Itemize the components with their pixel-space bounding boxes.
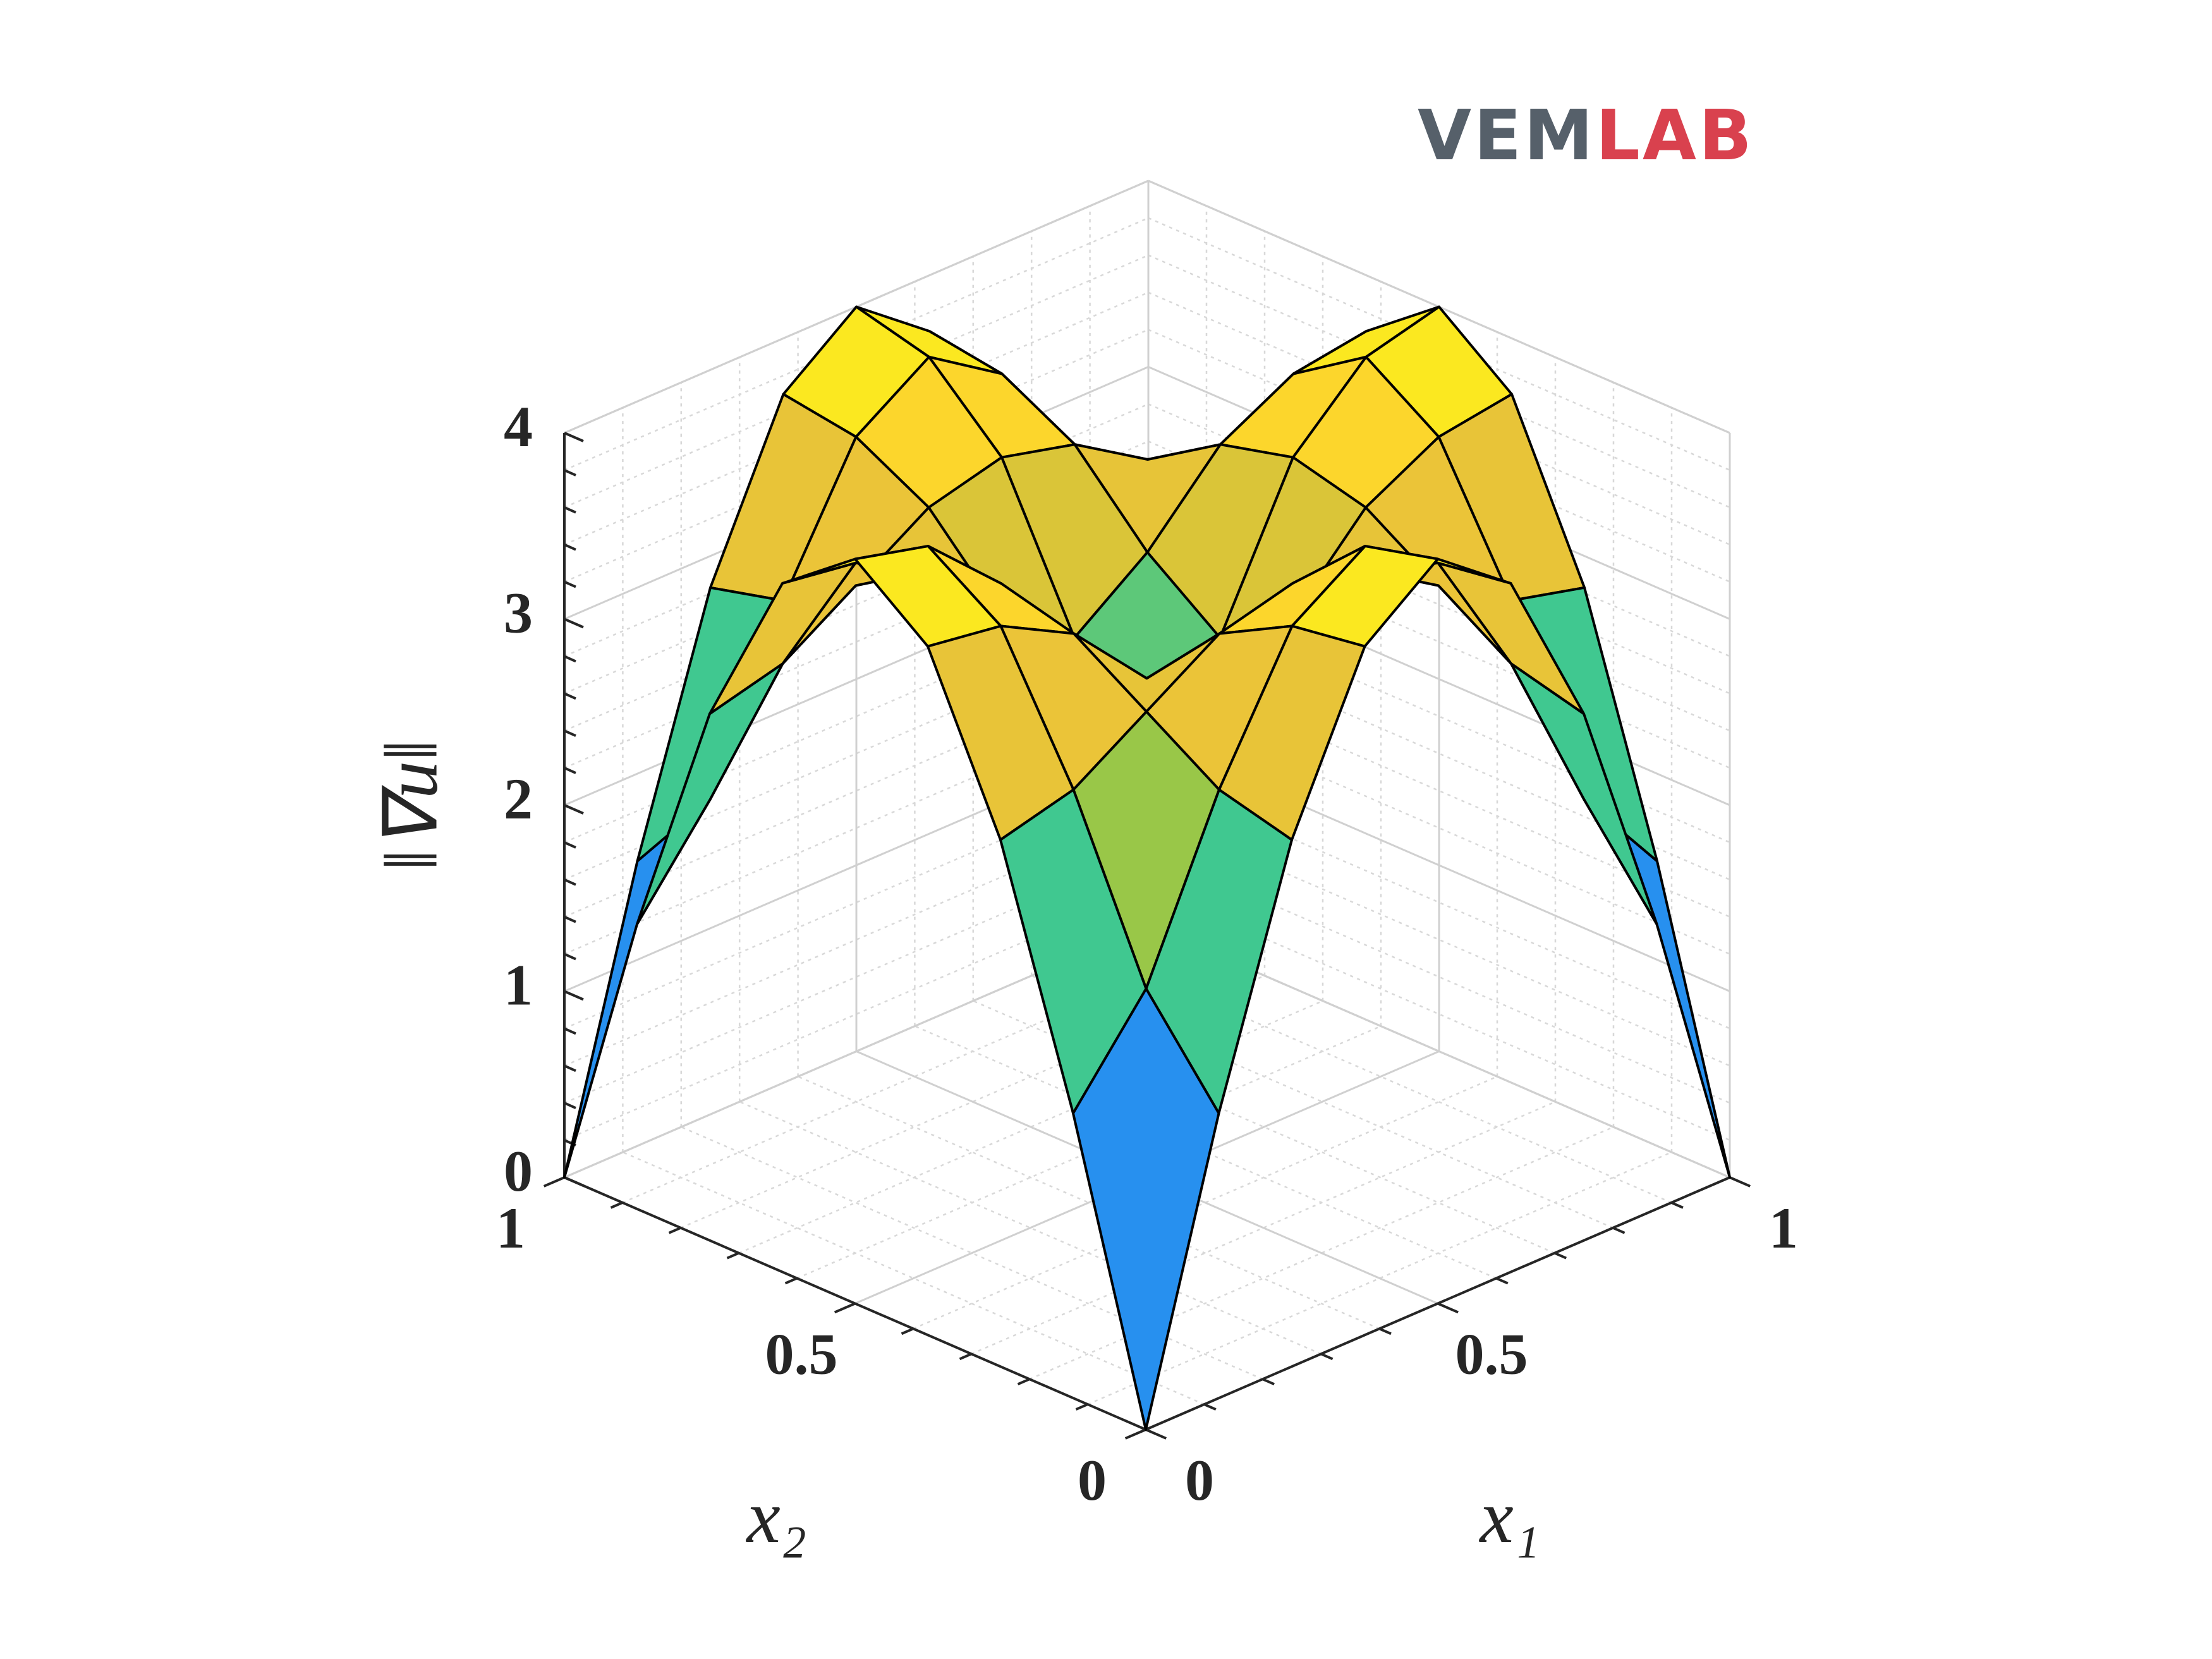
surface-face (563, 798, 712, 1179)
x-minor-tick (1262, 1378, 1275, 1386)
z-tick-label: 4 (504, 394, 533, 459)
z-minor-tick (564, 952, 576, 961)
z-minor-tick (564, 543, 576, 551)
x-minor-tick (1554, 1251, 1567, 1260)
z-minor-tick (564, 841, 576, 849)
y-axis-label: x₂ (746, 1474, 807, 1559)
z-tick (564, 804, 584, 815)
y-minor-tick (610, 1201, 623, 1209)
x-minor-tick (1320, 1352, 1334, 1361)
z-tick-label: 3 (504, 581, 533, 645)
y-tick-label: 1 (496, 1196, 525, 1260)
z-minor-tick (564, 878, 576, 886)
surface-face (1072, 987, 1220, 1431)
z-minor-tick (564, 1027, 576, 1035)
z-minor-tick (564, 655, 576, 663)
y-minor-tick (784, 1277, 798, 1285)
x-minor-tick (1495, 1277, 1509, 1285)
y-minor-tick (959, 1352, 972, 1361)
z-minor-tick (564, 767, 576, 774)
z-minor-tick (564, 469, 576, 477)
y-tick (1124, 1428, 1146, 1440)
y-minor-tick (901, 1327, 914, 1335)
z-minor-tick (564, 1064, 576, 1073)
x-tick-label: 0 (1185, 1448, 1214, 1512)
z-tick (564, 432, 584, 442)
y-minor-tick (726, 1251, 739, 1260)
x-axis-label: x₁ (1479, 1474, 1540, 1559)
z-minor-tick (564, 729, 576, 738)
z-minor-tick (564, 692, 576, 700)
x-minor-tick (1670, 1201, 1684, 1209)
z-minor-tick (564, 580, 576, 588)
x-minor-tick (1612, 1226, 1626, 1234)
y-minor-tick (1017, 1378, 1030, 1386)
z-minor-tick (564, 1102, 576, 1110)
x-tick-label: 0.5 (1455, 1322, 1528, 1387)
z-tick (564, 1176, 584, 1187)
logo: VEMLAB (1418, 95, 1754, 176)
y-tick-label: 0.5 (765, 1322, 838, 1387)
y-tick (543, 1176, 565, 1188)
z-axis-label: ‖∇u‖ (369, 739, 453, 871)
y-minor-tick (668, 1226, 681, 1234)
y-tick-label: 0 (1078, 1448, 1107, 1512)
x-tick-label: 1 (1769, 1196, 1798, 1260)
z-tick (564, 990, 584, 1001)
z-tick-label: 1 (504, 953, 533, 1018)
x-tick (1729, 1176, 1751, 1188)
axes (543, 432, 1751, 1440)
logo-part: LAB (1596, 95, 1754, 176)
x-tick (1145, 1428, 1167, 1440)
x-tick (1437, 1302, 1459, 1314)
z-minor-tick (564, 915, 576, 923)
z-tick (564, 617, 584, 629)
surface (563, 305, 1731, 1431)
y-tick (834, 1302, 856, 1314)
x-minor-tick (1203, 1403, 1217, 1411)
logo-part: VEM (1418, 95, 1596, 176)
z-tick-label: 2 (504, 767, 533, 831)
z-tick-label: 0 (504, 1139, 533, 1203)
y-minor-tick (1075, 1403, 1088, 1411)
z-minor-tick (564, 506, 576, 514)
x-minor-tick (1378, 1327, 1392, 1335)
